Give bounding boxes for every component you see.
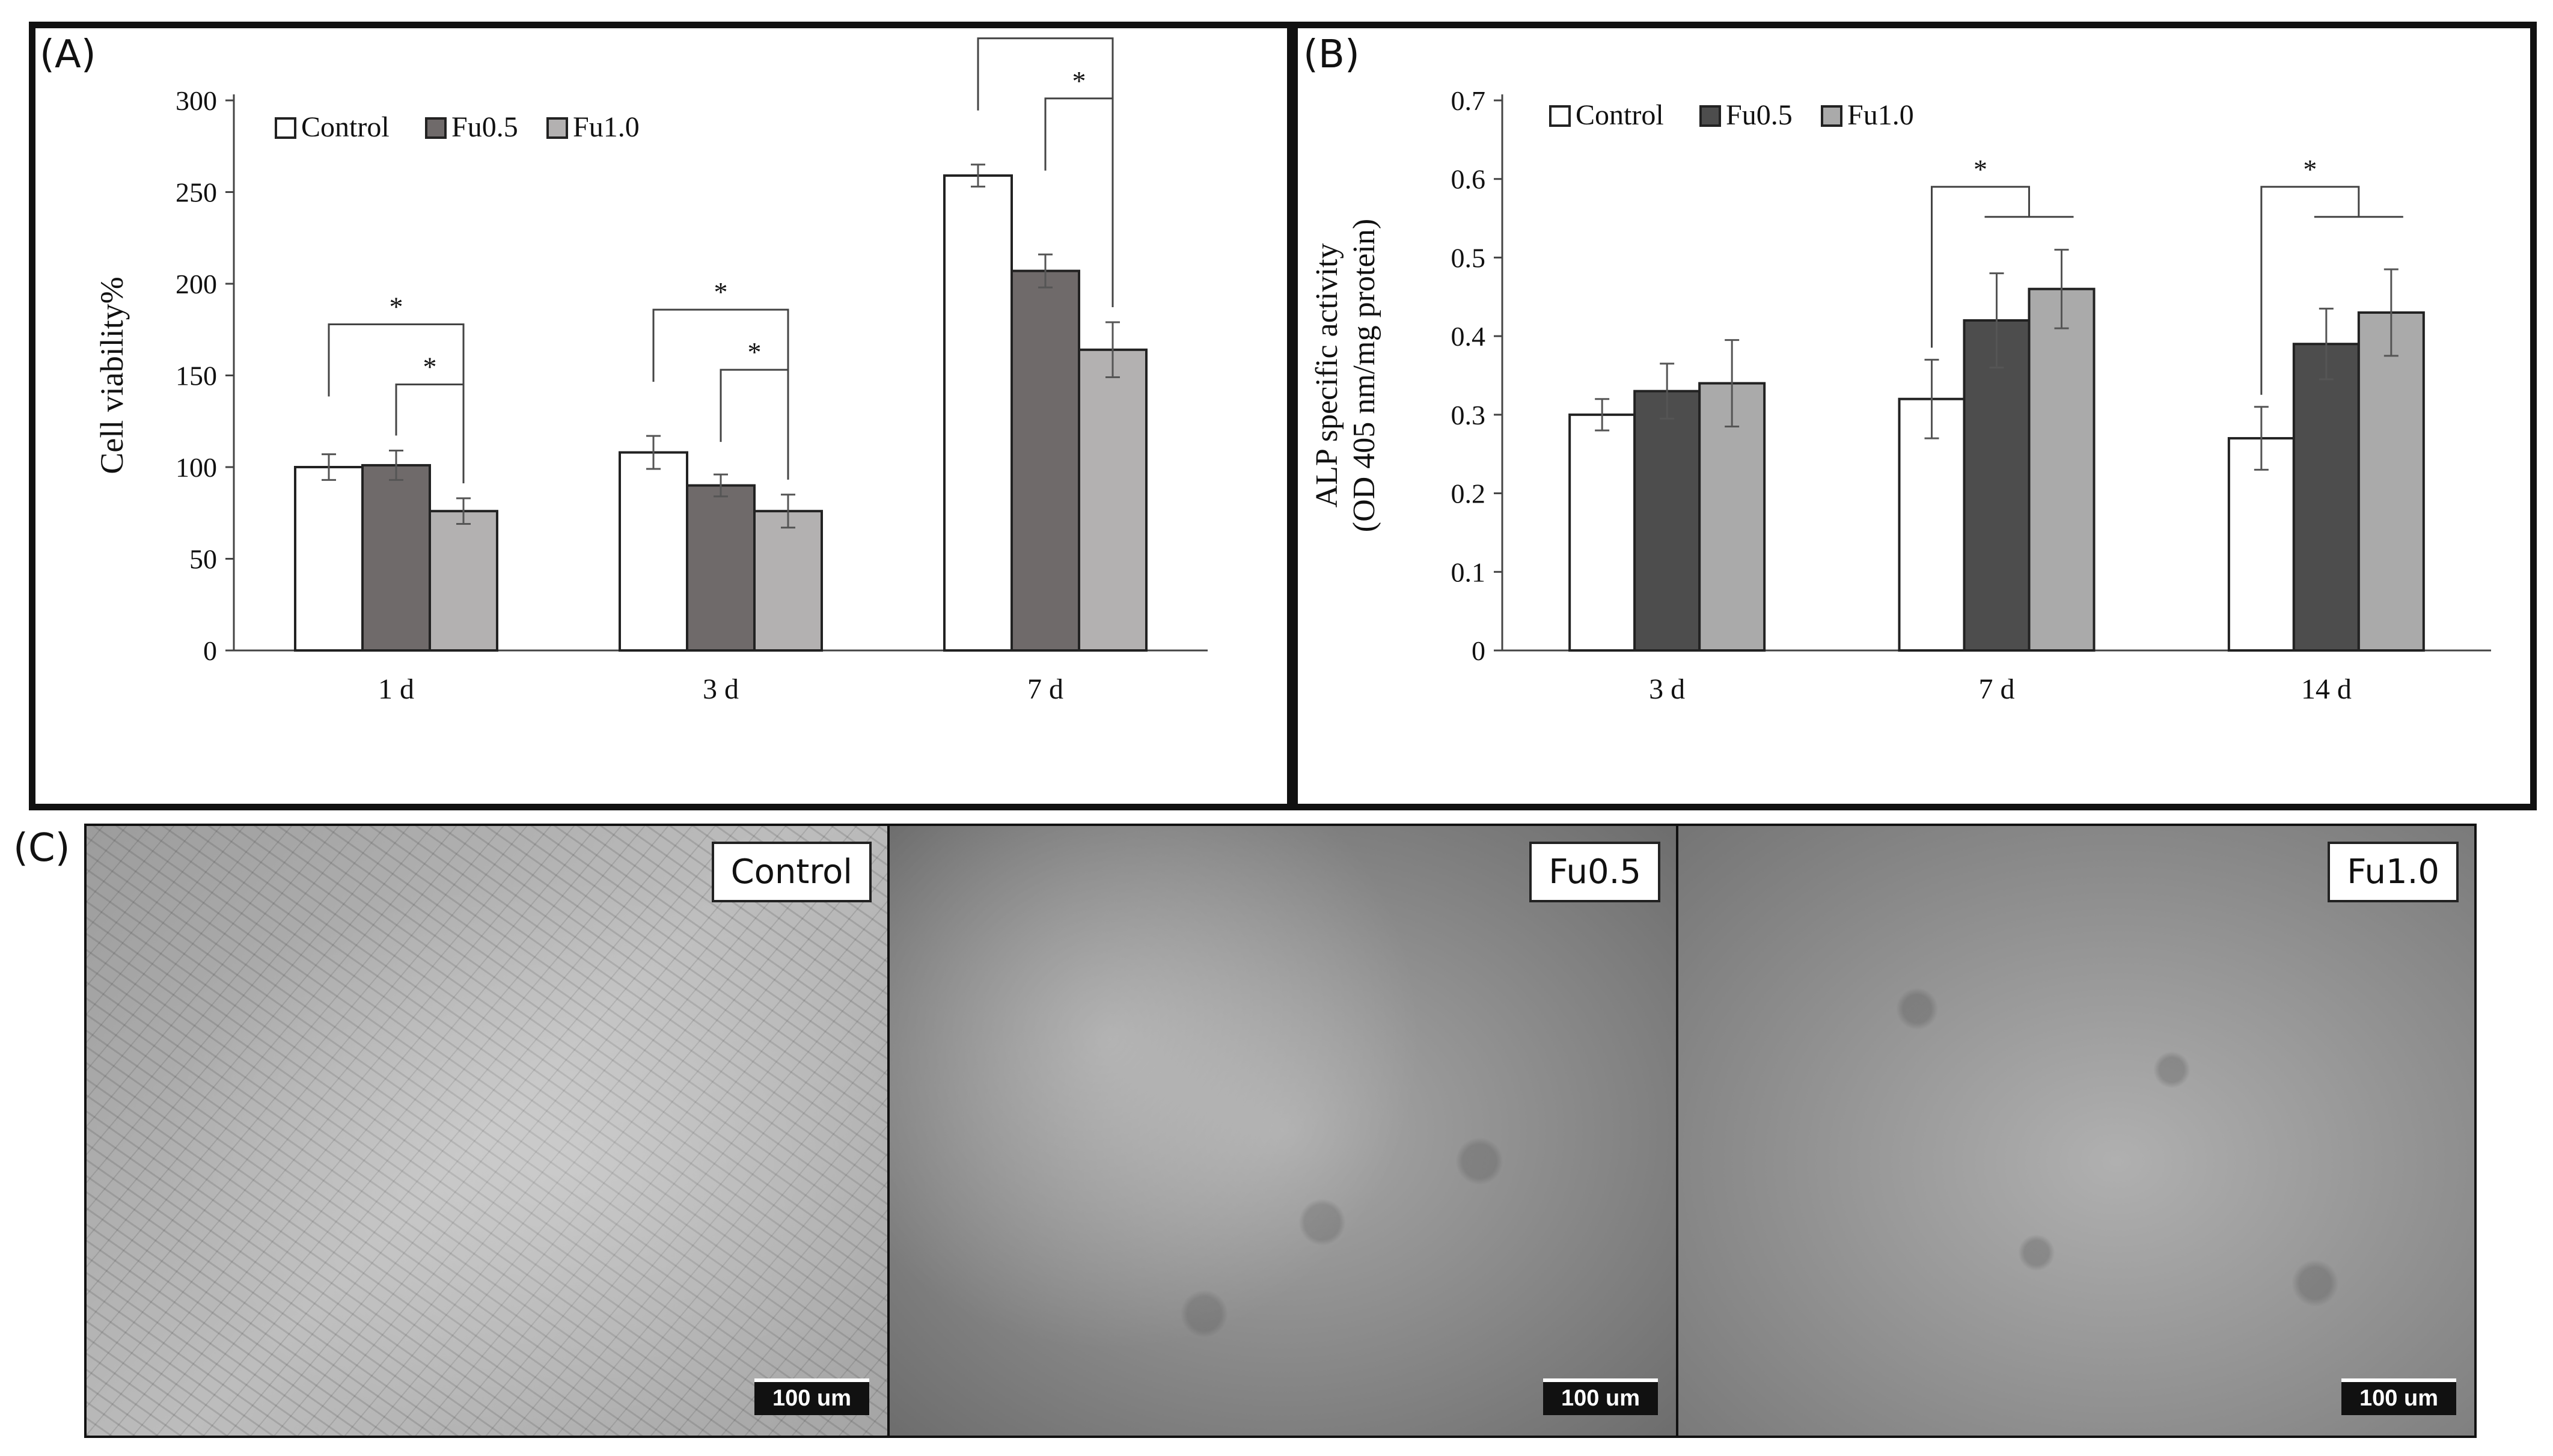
significance-label: * (1974, 154, 1987, 185)
y-tick-label: 0.7 (1451, 85, 1486, 116)
panel-a-frame: 0 50 100 150 200 250 300 1 d 3 d 7 d Cell viabilit… (29, 22, 1294, 810)
bar (753, 510, 823, 652)
y-tick-label: 0.6 (1451, 164, 1486, 195)
significance-label: * (714, 277, 728, 307)
bar (619, 451, 688, 652)
x-tick-label: 7 d (1979, 673, 2015, 705)
bar (1633, 390, 1701, 652)
significance-bracket (1044, 97, 1114, 308)
legend-label: Fu1.0 (1847, 99, 1914, 131)
x-tick-label: 3 d (703, 673, 739, 705)
bar (1698, 382, 1766, 652)
chart-a-svg: 0 50 100 150 200 250 300 1 d 3 d 7 d Cell viabilit… (94, 28, 1208, 705)
y-tick-label: 0.1 (1451, 557, 1486, 587)
legend-label: Fu1.0 (573, 111, 640, 143)
panel-b-letter: (B) (1303, 32, 1360, 77)
y-tick-label: 300 (176, 85, 217, 116)
significance-label: * (2303, 154, 2317, 185)
micrograph-label: Control (711, 842, 872, 902)
bar (429, 510, 498, 652)
y-tick-label: 200 (176, 269, 217, 299)
scale-bar: 100 um (2341, 1378, 2456, 1415)
legend-swatch (1821, 105, 1842, 127)
bar (943, 174, 1013, 652)
bar (294, 466, 364, 652)
y-tick-label: 0 (203, 635, 217, 666)
bar (1078, 348, 1148, 652)
bar (1568, 413, 1636, 652)
panel-c-letter: (C) (13, 826, 70, 870)
significance-label: * (748, 337, 762, 367)
x-tick-label: 14 d (2301, 673, 2352, 705)
micrograph-control: Control 100 um (84, 824, 890, 1438)
scale-bar: 100 um (754, 1378, 869, 1415)
legend-label: Control (301, 111, 390, 143)
significance-bracket (1931, 186, 2030, 348)
legend-swatch (1699, 105, 1721, 127)
bar (361, 463, 431, 652)
y-tick-label: 50 (189, 544, 217, 575)
x-tick-label: 3 d (1649, 673, 1685, 705)
legend-swatch (275, 117, 296, 139)
significance-label: * (423, 352, 437, 382)
x-tick-label: 7 d (1027, 673, 1063, 705)
micrograph-fu10: Fu1.0 100 um (1676, 824, 2477, 1438)
legend-label: Fu0.5 (451, 111, 518, 143)
legend-swatch (425, 117, 447, 139)
y-tick-label: 150 (176, 361, 217, 391)
bar (2292, 343, 2360, 652)
chart-b-svg: 0 0.1 0.2 0.3 0.4 0.5 0.6 0.7 3 d 7 d 14 d ALP spec… (1310, 85, 2491, 705)
legend-swatch (1549, 105, 1571, 127)
significance-bracket (2260, 186, 2360, 395)
significance-label: * (390, 292, 403, 322)
y-tick-label: 250 (176, 177, 217, 208)
y-tick-label: 0.2 (1451, 479, 1486, 509)
significance-label: ** (1032, 28, 1059, 36)
micrograph-fu05: Fu0.5 100 um (887, 824, 1678, 1438)
y-axis-label: Cell viability% (94, 277, 130, 474)
y-tick-label: 0.4 (1451, 321, 1486, 352)
micrograph-label: Fu1.0 (2328, 842, 2459, 902)
x-tick-label: 1 d (378, 673, 414, 705)
scale-bar: 100 um (1543, 1378, 1658, 1415)
bar (686, 484, 756, 652)
y-axis-label: ALP specific activity (1310, 243, 1344, 508)
significance-bracket (395, 384, 465, 483)
y-tick-label: 0 (1472, 635, 1485, 666)
y-tick-label: 0.5 (1451, 242, 1486, 273)
bar (1010, 269, 1080, 652)
panel-b-frame: 0 0.1 0.2 0.3 0.4 0.5 0.6 0.7 3 d 7 d 14 d ALP spec… (1291, 22, 2537, 810)
bar (2028, 287, 2096, 652)
y-axis-label-line2: (OD 405 nm/mg protein) (1347, 219, 1381, 532)
y-tick-label: 0.3 (1451, 400, 1486, 430)
bar (2357, 311, 2425, 652)
y-tick-label: 100 (176, 452, 217, 483)
significance-label: * (1072, 66, 1086, 96)
legend-label: Fu0.5 (1726, 99, 1793, 131)
panel-a-letter: (A) (40, 32, 96, 77)
micrograph-label: Fu0.5 (1529, 842, 1660, 902)
legend-label: Control (1576, 99, 1664, 131)
legend-swatch (546, 117, 568, 139)
bar (1963, 319, 2031, 652)
significance-bracket (720, 369, 789, 480)
